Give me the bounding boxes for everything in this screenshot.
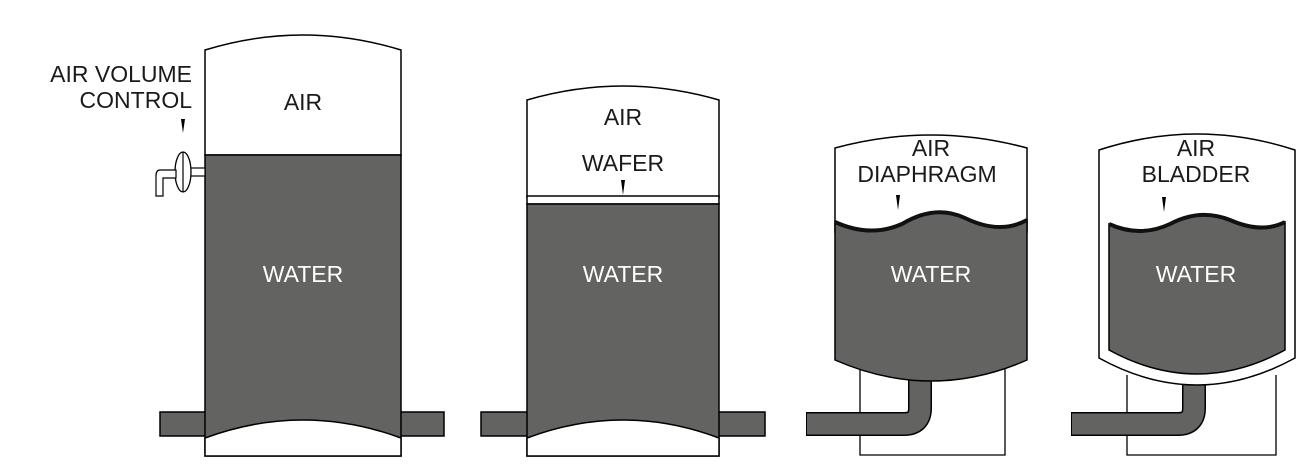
tank-3-air-label: AIR [912,135,950,161]
tank-1-air-label: AIR [284,89,322,115]
tank-4-air-label: AIR [1177,135,1215,161]
tank-2-air-space [526,85,720,199]
tank-4-water [1108,214,1286,375]
tank-3-separator-label: DIAPHRAGM [857,161,996,187]
tank-2: AIR WAFER WATER [480,85,766,457]
tank-3-air-space [834,134,1028,233]
tank-3: AIR DIAPHRAGM WATER [806,134,1028,456]
tank-1-water-label: WATER [263,261,344,287]
tank-2-pointer [621,180,625,195]
tank-4: AIR BLADDER WATER [1071,133,1296,456]
tank-3-pointer [896,195,900,210]
tank-3-water-label: WATER [891,261,972,287]
tank-3-diaphragm [834,210,1028,233]
tank-2-base [526,419,720,457]
tank-3-pipe [807,358,931,435]
tank-2-wafer [526,195,720,205]
tank-4-pipe [1072,364,1205,435]
tank-3-stand [859,368,1006,456]
tank-1-water [204,154,402,457]
tank-4-bladder [1108,212,1286,233]
air-volume-valve [155,151,206,197]
side-label-line2: CONTROL [80,87,193,113]
tank-1-air-space [204,34,402,156]
tank-2-water [526,203,720,457]
tank-4-water-label: WATER [1156,261,1237,287]
tank-3-water [834,211,1028,382]
tank-1-base [204,419,402,457]
tank-2-water-label: WATER [583,261,664,287]
tank-4-pointer [1162,197,1166,212]
tank-1-pointer [181,119,185,133]
tank-2-separator-label: WAFER [582,150,664,176]
tank-4-separator-label: BLADDER [1142,161,1251,187]
tank-1: AIR VOLUME CONTROL AIR WATER [50,34,445,457]
side-label-line1: AIR VOLUME [50,61,192,87]
tank-2-air-label: AIR [604,104,642,130]
